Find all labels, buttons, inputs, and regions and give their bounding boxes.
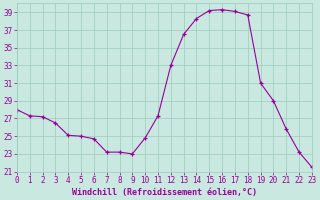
X-axis label: Windchill (Refroidissement éolien,°C): Windchill (Refroidissement éolien,°C) [72, 188, 257, 197]
